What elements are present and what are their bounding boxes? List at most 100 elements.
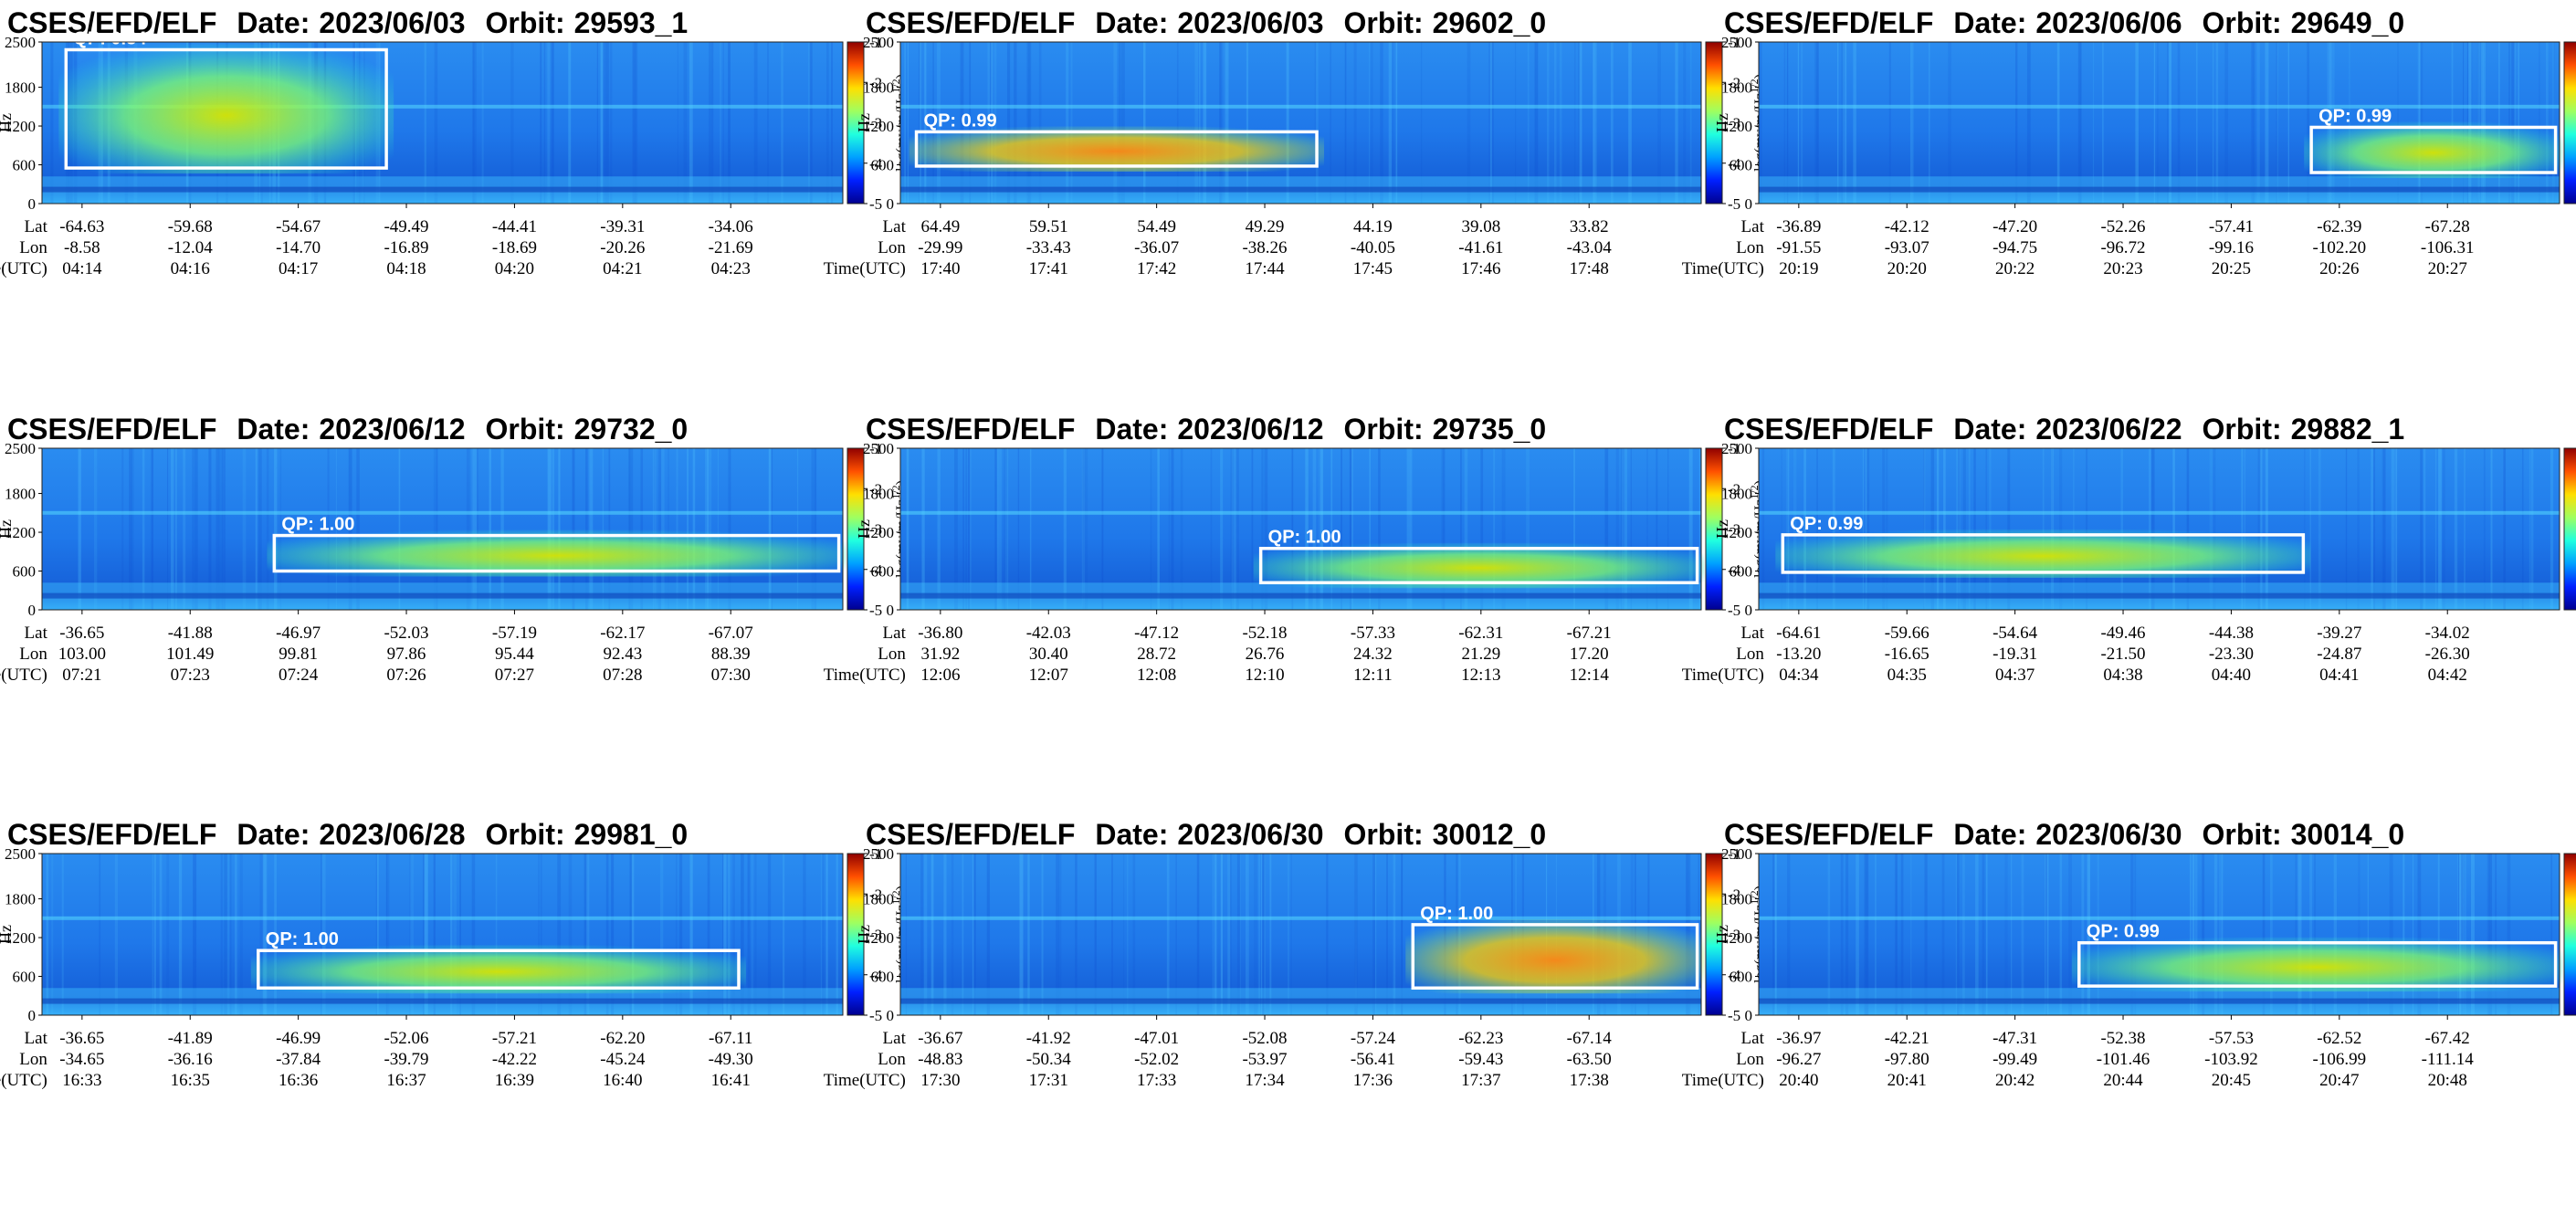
row-value: -62.31 [1458,624,1504,643]
colorbar-tick-label: -5 [1728,195,1740,213]
lat-row: Lat -36.89 -42.12 -47.20 -52.26 -57.41 -62.39 -… [1717,216,2539,238]
spectrogram-panel: CSES/EFD/ELF Date: 2023/06/30 Orbit: 30012_0… [824,812,1768,1216]
texture-streak [2507,854,2511,1015]
texture-streak [1063,448,1067,610]
texture-streak [2213,854,2218,1015]
row-value: 20:40 [1779,1071,1819,1090]
row-value: -34.65 [59,1050,105,1069]
texture-streak [239,854,243,1015]
texture-streak [707,854,710,1015]
texture-streak [1460,448,1462,610]
row-value: 20:45 [2211,1071,2252,1090]
row-value: -44.38 [2208,624,2254,643]
texture-streak [1628,42,1632,204]
texture-streak [2215,42,2219,204]
texture-streak [640,448,644,610]
texture-streak [2059,448,2063,610]
orbit-label: Orbit: [485,413,565,446]
row-value: -23.30 [2208,645,2254,664]
texture-streak [543,42,546,204]
lon-row: Lon -96.27 -97.80 -99.49 -101.46 -103.92 -106.… [1717,1049,2539,1071]
texture-streak [2120,448,2123,610]
orbit-label: Orbit: [1343,6,1424,39]
y-tick-label: 2500 [863,34,894,51]
texture-streak [436,448,438,610]
date-value: 2023/06/30 [2035,818,2182,851]
row-value: -52.38 [2100,1029,2146,1048]
y-tick-label: 600 [13,563,37,581]
texture-streak [1845,854,1849,1015]
row-value: -91.55 [1776,238,1822,257]
texture-streak [1615,448,1619,610]
texture-streak [2149,448,2151,610]
texture-streak [822,854,825,1015]
texture-streak [279,448,282,610]
colorbar-tick-label: -1 [1728,34,1740,51]
colorbar-tick-label: -4 [1728,967,1741,984]
y-tick-label: 1200 [1721,524,1752,541]
texture-streak [2373,448,2376,610]
texture-streak [767,854,772,1015]
row-value: 07:30 [710,666,751,685]
texture-streak [194,448,198,610]
row-value: -57.19 [491,624,537,643]
row-label: Time(UTC) [1681,1071,1764,1090]
texture-streak [906,448,909,610]
colorbar-tick-label: -2 [869,480,882,498]
row-value: -64.61 [1776,624,1822,643]
texture-streak [943,854,947,1015]
texture-streak [2134,854,2137,1015]
texture-streak [2257,448,2261,610]
texture-streak [2503,448,2506,610]
texture-streak [1354,854,1357,1015]
texture-streak [1895,854,1898,1015]
spectrogram-texture [905,854,1700,1015]
row-label: Lat [882,1029,906,1048]
texture-streak [1803,448,1806,610]
texture-streak [2276,42,2278,204]
texture-streak [2403,854,2405,1015]
y-tick-label: 0 [887,195,895,213]
texture-streak [2221,854,2224,1015]
spectral-line [1759,510,2560,515]
texture-streak [1353,42,1357,204]
texture-streak [153,854,156,1015]
texture-streak [711,42,714,204]
row-label: Time(UTC) [0,259,47,278]
y-axis-label: Hz [855,925,873,944]
texture-streak [266,448,269,610]
texture-streak [605,854,609,1015]
texture-streak [130,448,134,610]
plot-frame [41,41,844,204]
qp-score-label: QP: 0.99 [2087,922,2160,942]
texture-streak [1578,42,1582,204]
spectral-line [900,916,1701,920]
texture-streak [1351,448,1353,610]
texture-streak [1621,448,1624,610]
row-value: 16:36 [278,1071,319,1090]
low-frequency-edge [900,186,1701,193]
title-prefix: CSES/EFD/ELF [1724,818,1934,851]
texture-streak [1066,42,1069,204]
texture-streak [1314,42,1317,204]
texture-streak [630,448,634,610]
texture-streak [1245,854,1249,1015]
qp-score-label: QP: 0.99 [2318,106,2392,126]
date-label: Date: [1953,6,2027,39]
row-label: Lat [882,217,906,236]
texture-streak [1787,854,1791,1015]
texture-streak [1514,42,1517,204]
texture-streak [728,448,730,610]
date-label: Date: [1095,413,1169,446]
qp-score-label: QP: 0.84 [73,28,147,48]
texture-streak [1269,854,1272,1015]
colorbar-tick-label: -3 [1728,927,1740,944]
row-value: -62.23 [1458,1029,1504,1048]
row-value: -37.84 [276,1050,321,1069]
texture-streak [1026,42,1031,204]
row-value: -67.07 [708,624,753,643]
row-value: 07:23 [170,666,210,685]
y-tick-label: 0 [28,195,37,213]
texture-streak [658,448,662,610]
texture-streak [226,854,230,1015]
